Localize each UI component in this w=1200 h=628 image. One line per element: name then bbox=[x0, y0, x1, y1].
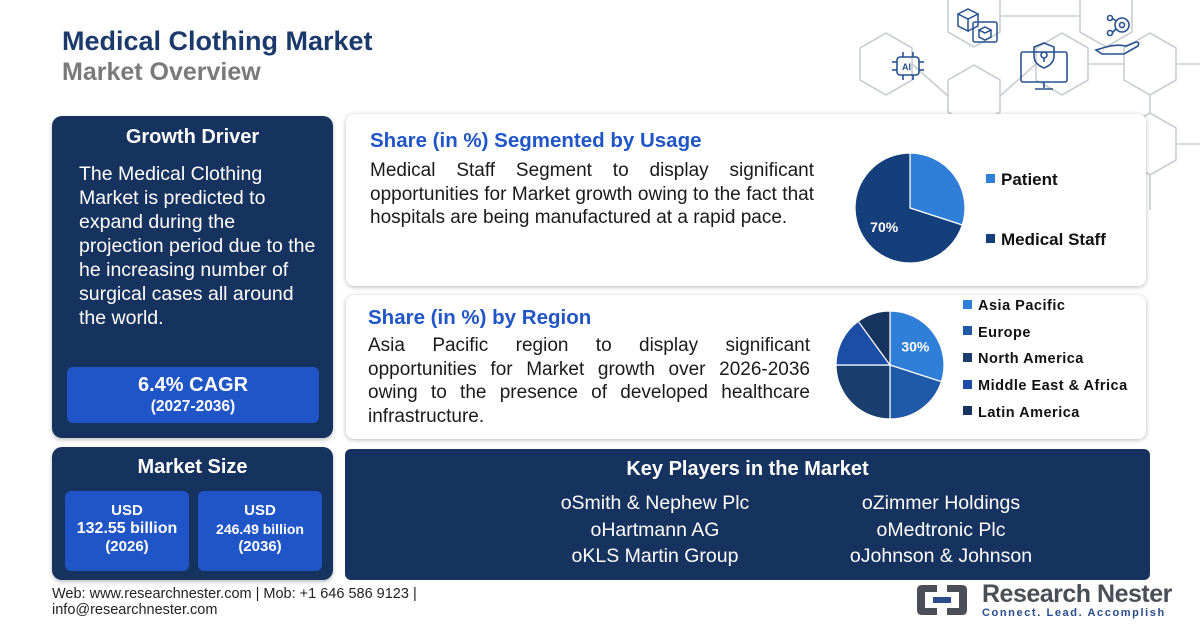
amount-label: 246.49 billion bbox=[216, 521, 304, 537]
brand-name: Research Nester bbox=[982, 580, 1172, 608]
legend-swatch bbox=[963, 379, 972, 389]
key-player-item: oHartmann AG bbox=[590, 518, 720, 541]
legend-label: Asia Pacific bbox=[978, 298, 1066, 314]
pie-slice-latin-america bbox=[857, 310, 891, 367]
legend-latin-america: Latin America bbox=[963, 405, 1080, 421]
pie-slice-patient bbox=[909, 152, 966, 226]
year-label: (2026) bbox=[105, 538, 149, 555]
legend-swatch bbox=[963, 299, 972, 309]
legend-label: Middle East & Africa bbox=[978, 378, 1128, 395]
growth-driver-heading: Growth Driver bbox=[125, 126, 260, 148]
pie-data-label: 30% bbox=[901, 339, 930, 355]
research-nester-logo-icon bbox=[917, 585, 967, 615]
pie-slice-europe bbox=[889, 364, 943, 420]
legend-label: Europe bbox=[978, 324, 1031, 341]
legend-label: Latin America bbox=[978, 404, 1080, 421]
contact-line-web-phone: Web: www.researchnester.com | Mob: +1 64… bbox=[52, 586, 417, 602]
key-players-heading: Key Players in the Market bbox=[626, 458, 869, 480]
pie-data-label: 70% bbox=[870, 219, 899, 235]
pie-slice-asia-pacific bbox=[889, 310, 945, 383]
usage-pie-chart: 70% bbox=[854, 152, 966, 264]
key-player-item: oKLS Martin Group bbox=[571, 545, 739, 567]
market-size-panel: Market Size USD 132.55 billion (2026) US… bbox=[52, 447, 333, 580]
legend-label: North America bbox=[978, 351, 1084, 368]
region-pie-chart: 30% bbox=[835, 310, 945, 420]
legend-label: Patient bbox=[1001, 170, 1058, 189]
brand-tagline: Connect. Lead. Accomplish bbox=[982, 607, 1166, 619]
legend-patient: Patient bbox=[986, 170, 1058, 190]
pie-slice-north-america bbox=[835, 364, 891, 420]
market-size-value-2036: USD 246.49 billion (2036) bbox=[198, 491, 322, 571]
svg-text:AI: AI bbox=[902, 62, 911, 72]
region-text: Asia Pacific region to display significa… bbox=[368, 335, 810, 427]
region-heading: Share (in %) by Region bbox=[368, 306, 592, 329]
page-title: Medical Clothing Market bbox=[62, 26, 373, 56]
currency-label: USD bbox=[244, 502, 276, 519]
legend-swatch bbox=[986, 234, 995, 244]
usage-share-card: Share (in %) Segmented by Usage Medical … bbox=[346, 114, 1146, 286]
gear-hand-icon bbox=[1094, 14, 1140, 55]
legend-medical-staff: Medical Staff bbox=[986, 230, 1106, 250]
cagr-box: 6.4% CAGR (2027-2036) bbox=[67, 367, 319, 423]
legend-middle-east-africa: Middle East & Africa bbox=[963, 378, 1128, 394]
key-players-panel: Key Players in the Market oSmith & Nephe… bbox=[345, 449, 1150, 580]
cagr-period: (2027-2036) bbox=[150, 398, 236, 415]
growth-driver-text: The Medical Clothing Market is predicted… bbox=[79, 163, 316, 329]
ai-chip-icon: AI bbox=[892, 52, 924, 80]
amount-label: 132.55 billion bbox=[76, 520, 178, 537]
legend-swatch bbox=[963, 353, 972, 363]
market-size-value-2026: USD 132.55 billion (2026) bbox=[65, 491, 189, 571]
key-player-item: oMedtronic Plc bbox=[876, 518, 1006, 541]
shield-monitor-icon bbox=[1020, 42, 1068, 90]
key-player-item: oSmith & Nephew Plc bbox=[560, 492, 750, 514]
legend-asia-pacific: Asia Pacific bbox=[963, 298, 1065, 314]
legend-label: Medical Staff bbox=[1001, 230, 1106, 249]
pie-slice-medical-staff bbox=[854, 152, 964, 264]
legend-swatch bbox=[986, 174, 995, 184]
growth-driver-panel: Growth Driver The Medical Clothing Marke… bbox=[52, 116, 333, 438]
region-share-card: Share (in %) by Region Asia Pacific regi… bbox=[346, 295, 1146, 439]
usage-heading: Share (in %) Segmented by Usage bbox=[370, 129, 702, 152]
contact-line-email: info@researchnester.com bbox=[52, 602, 218, 618]
legend-north-america: North America bbox=[963, 351, 1084, 367]
usage-text: Medical Staff Segment to display signifi… bbox=[370, 160, 814, 228]
key-player-item: oZimmer Holdings bbox=[861, 492, 1021, 514]
legend-swatch bbox=[963, 326, 972, 336]
contact-info: Web: www.researchnester.com | Mob: +1 64… bbox=[52, 586, 417, 618]
hex-network-decoration: AI bbox=[859, 0, 1200, 210]
cubes-icon bbox=[956, 8, 998, 43]
currency-label: USD bbox=[111, 502, 143, 519]
legend-europe: Europe bbox=[963, 325, 1031, 341]
page-subtitle: Market Overview bbox=[62, 58, 261, 86]
cagr-value: 6.4% CAGR bbox=[137, 374, 249, 396]
year-label: (2036) bbox=[238, 538, 282, 555]
key-player-item: oJohnson & Johnson bbox=[849, 545, 1033, 567]
legend-swatch bbox=[963, 406, 972, 416]
market-size-heading: Market Size bbox=[137, 456, 248, 478]
pie-slice-middle-east-africa bbox=[835, 320, 892, 366]
